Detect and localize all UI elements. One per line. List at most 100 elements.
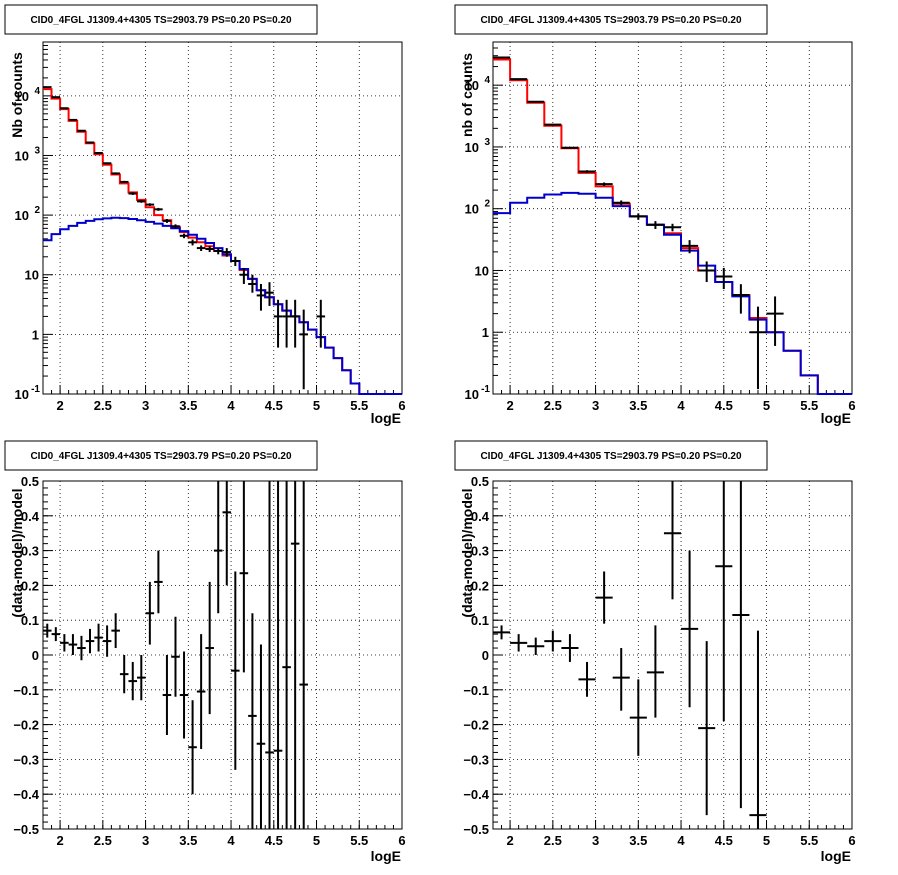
x-tick-label: 2.5 bbox=[544, 398, 562, 413]
data-point bbox=[77, 635, 86, 661]
panel-top-left: CID0_4FGL J1309.4+4305 TS=2903.79 PS=0.2… bbox=[4, 4, 406, 426]
data-point bbox=[629, 679, 647, 756]
panel-title: CID0_4FGL J1309.4+4305 TS=2903.79 PS=0.2… bbox=[480, 15, 742, 26]
x-tick-label: 4.5 bbox=[265, 398, 283, 413]
data-point bbox=[510, 634, 528, 652]
x-tick-label: 5 bbox=[313, 398, 320, 413]
y-tick-label: 10 bbox=[465, 78, 479, 93]
y-tick-label: 10 bbox=[15, 148, 29, 163]
data-point bbox=[231, 256, 240, 267]
x-tick-label: 3 bbox=[592, 398, 599, 413]
x-axis-label: logE bbox=[371, 848, 401, 864]
data-point bbox=[732, 481, 750, 809]
x-tick-label: 4.5 bbox=[715, 398, 733, 413]
data-point bbox=[179, 233, 189, 239]
x-tick-label: 4.5 bbox=[715, 833, 733, 848]
plot-area: 2 2.5 3 3.5 4 4.5 5 5.5 6 −0.5 −0.4 −0.3 −0.2 −0.1 0 0.… bbox=[463, 474, 855, 848]
plot-frame bbox=[42, 480, 403, 830]
y-tick-label: 0 bbox=[482, 648, 489, 663]
y-tick-label: −0.4 bbox=[13, 787, 39, 802]
y-tick-label: −0.5 bbox=[13, 822, 39, 837]
data-point bbox=[94, 623, 103, 652]
plot-frame bbox=[492, 41, 853, 395]
x-axis-label: logE bbox=[821, 410, 851, 426]
x-tick-label: 3.5 bbox=[629, 833, 647, 848]
y-tick-exponent: -1 bbox=[481, 384, 490, 395]
data-point bbox=[188, 239, 197, 246]
data-point bbox=[60, 107, 69, 110]
y-tick-label: 1 bbox=[482, 325, 489, 340]
data-point bbox=[715, 481, 733, 722]
y-tick-label: −0.1 bbox=[463, 683, 489, 698]
y-tick-label: 0.4 bbox=[471, 509, 490, 524]
data-point bbox=[196, 245, 206, 252]
data-point bbox=[119, 655, 129, 694]
y-tick-label: 0.3 bbox=[21, 544, 39, 559]
data-point bbox=[145, 203, 155, 207]
data-point bbox=[102, 625, 112, 657]
y-tick-label: −0.2 bbox=[463, 718, 489, 733]
x-tick-label: 3 bbox=[142, 398, 149, 413]
data-point bbox=[162, 219, 172, 223]
y-tick-label: −0.2 bbox=[13, 718, 39, 733]
data-point bbox=[60, 634, 69, 652]
plot-area: 2 2.5 3 3.5 4 4.5 5 5.5 6 −0.5 −0.4 −0.3 −0.2 −0.1 0 0.… bbox=[13, 474, 405, 848]
data-point bbox=[527, 100, 545, 103]
data-point bbox=[102, 162, 112, 165]
data-point bbox=[299, 309, 308, 390]
x-tick-label: 5 bbox=[763, 398, 770, 413]
data-point bbox=[77, 129, 86, 132]
data-point bbox=[162, 655, 172, 736]
y-tick-label: 10 bbox=[25, 268, 39, 283]
y-tick-label: 10 bbox=[15, 208, 29, 223]
y-tick-label: −0.1 bbox=[13, 683, 39, 698]
y-tick-label: 1 bbox=[32, 327, 39, 342]
data-point bbox=[205, 581, 214, 715]
data-point bbox=[222, 481, 232, 586]
data-point bbox=[663, 223, 682, 232]
data-point bbox=[273, 481, 283, 829]
y-axis-label: Nb of counts bbox=[9, 52, 25, 138]
x-tick-label: 5.5 bbox=[800, 398, 818, 413]
data-point bbox=[145, 581, 155, 645]
data-point bbox=[68, 634, 78, 655]
y-tick-label: 10 bbox=[15, 387, 29, 402]
data-point bbox=[128, 661, 138, 701]
x-tick-label: 2.5 bbox=[544, 833, 562, 848]
x-tick-label: 6 bbox=[398, 398, 405, 413]
x-tick-label: 2 bbox=[56, 398, 63, 413]
data-point bbox=[43, 623, 52, 638]
y-axis-label: (data-model)/model bbox=[459, 488, 475, 617]
data-point bbox=[561, 146, 579, 149]
data-point bbox=[595, 571, 613, 624]
data-point bbox=[646, 625, 664, 718]
data-point bbox=[612, 648, 630, 711]
data-point bbox=[222, 248, 232, 257]
data-point bbox=[51, 96, 61, 99]
y-tick-label: 0.5 bbox=[471, 474, 489, 489]
x-tick-label: 5.5 bbox=[350, 398, 368, 413]
x-tick-label: 5.5 bbox=[800, 833, 818, 848]
data-point bbox=[646, 221, 664, 229]
x-tick-label: 2.5 bbox=[94, 833, 112, 848]
data-point bbox=[188, 700, 197, 795]
data-point bbox=[290, 299, 300, 348]
panel-top-right: CID0_4FGL J1309.4+4305 TS=2903.79 PS=0.2… bbox=[454, 4, 856, 426]
x-tick-label: 3.5 bbox=[179, 398, 197, 413]
data-point bbox=[578, 170, 596, 173]
x-tick-label: 3 bbox=[142, 833, 149, 848]
x-tick-label: 6 bbox=[398, 833, 405, 848]
y-tick-label: 0.2 bbox=[471, 578, 489, 593]
data-point bbox=[544, 123, 562, 126]
data-point bbox=[663, 481, 682, 600]
data-point bbox=[749, 630, 767, 829]
data-point bbox=[732, 284, 750, 314]
data-point bbox=[256, 283, 266, 311]
x-tick-label: 3.5 bbox=[179, 833, 197, 848]
y-tick-exponent: -1 bbox=[31, 384, 40, 395]
data-point bbox=[196, 634, 206, 749]
panel-title-box bbox=[454, 440, 768, 471]
data-point bbox=[171, 616, 180, 697]
panel-title: CID0_4FGL J1309.4+4305 TS=2903.79 PS=0.2… bbox=[30, 15, 292, 26]
